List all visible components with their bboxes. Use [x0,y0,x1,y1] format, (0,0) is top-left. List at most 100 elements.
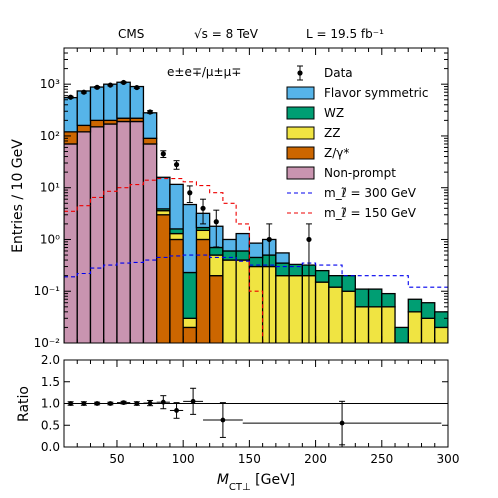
data-point [213,219,219,225]
legend-label: WZ [324,106,344,120]
data-point [68,94,74,100]
bar-flavor-symmetric [275,252,290,264]
legend-label-signal: m_ℓ̃ = 300 GeV [324,186,417,200]
ratio-y-tick-label: 1.0 [41,397,60,411]
ratio-y-tick-label: 0.0 [41,440,60,454]
bar-z- [182,326,198,343]
bar-z- [156,214,171,343]
bar-flavor-symmetric [156,176,171,210]
bar-flavor-symmetric [76,90,92,127]
y-tick-label: 10¹ [40,181,60,195]
bar-zz [341,290,356,343]
x-tick-label: 300 [437,452,460,466]
bar-zz [275,275,290,343]
ratio-point [174,408,179,413]
bar-non-prompt [64,143,78,343]
bar-wz [235,250,251,261]
bar-zz [182,317,198,329]
bar-wz [222,250,237,261]
bar-zz [367,306,383,343]
stack-group [64,81,448,343]
bar-wz [407,298,423,313]
signal-group [64,178,448,343]
bar-non-prompt [142,143,158,343]
bar-z- [89,119,105,128]
bar-flavor-symmetric [64,96,78,133]
ratio-points [64,387,442,446]
legend-data-marker [297,70,303,76]
energy-label: √s = 8 TeV [194,27,259,41]
bar-wz [367,288,383,308]
bar-flavor-symmetric [103,83,118,122]
legend-label: Z/γ* [324,146,349,160]
legend-swatch [286,146,315,160]
x-tick-label: 50 [109,452,124,466]
signal-line-1 [64,254,448,288]
data-point [306,236,312,243]
data-point [120,79,127,86]
y-tick-label: 10⁰ [40,232,60,246]
bar-zz [354,306,370,343]
legend-label-signal: m_ℓ̃ = 150 GeV [324,206,417,220]
ratio-point [190,398,196,404]
bar-zz [222,259,237,343]
bar-flavor-symmetric [182,203,198,274]
ratio-y-tick-label: 0.5 [41,418,60,432]
bar-zz [434,326,448,343]
x-axis-ticks-top [63,48,449,343]
x-tick-label: 100 [172,452,195,466]
bar-flavor-symmetric [142,112,158,139]
ratio-point [220,417,226,423]
bar-wz [169,228,184,235]
signal-line-2 [64,178,264,343]
bar-flavor-symmetric [129,85,145,119]
ratio-plot: 0.00.51.01.52.0 50 100 150 200 250 300 Ratio … [16,353,459,493]
data-point [187,190,193,196]
bar-flavor-symmetric [116,81,131,119]
data-point [107,82,113,88]
bar-wz [394,326,409,343]
bar-zz [195,229,211,241]
legend-label: ZZ [324,126,340,140]
bar-flavor-symmetric [235,232,251,252]
y-tick-label: 10⁻¹ [34,284,61,298]
ratio-point [134,401,140,406]
bar-z- [76,124,92,133]
ratio-point [121,400,126,406]
bar-z- [142,137,158,145]
x-tick-label: 150 [238,452,261,466]
y-tick-label: 10⁻² [34,336,61,350]
bar-zz [328,286,343,343]
data-point [134,84,140,91]
ratio-point [147,400,153,406]
bar-zz [209,254,224,277]
bar-wz [381,292,396,308]
legend-swatch [286,166,315,180]
lumi-label: L = 19.5 fb⁻¹ [306,27,384,41]
legend-swatch [286,126,315,140]
bar-flavor-symmetric [169,183,184,230]
bar-z- [209,275,224,343]
legend-label: Non-prompt [324,166,396,180]
x-axis-title: MCT⊥ [GeV] [217,472,295,493]
data-point [160,151,166,157]
ratio-point [81,401,87,406]
data-point [81,89,87,95]
ratio-point [94,401,100,406]
ratio-x-ticks: 50 100 150 200 250 300 [63,360,460,466]
channel-label: e±e∓/μ±μ∓ [167,65,241,79]
ratio-y-title: Ratio [16,386,32,422]
bar-z- [195,238,211,343]
y-tick-label: 10² [40,129,60,143]
bar-flavor-symmetric [89,86,105,122]
y-axis-title: Entries / 10 GeV [10,139,26,253]
data-point [266,236,272,243]
data-point [147,109,153,115]
ratio-y-tick-label: 2.0 [41,353,60,367]
bar-flavor-symmetric [248,242,264,259]
legend-label-data: Data [324,66,353,80]
bar-zz [248,265,264,343]
ratio-point [339,420,345,426]
data-point [94,84,100,90]
